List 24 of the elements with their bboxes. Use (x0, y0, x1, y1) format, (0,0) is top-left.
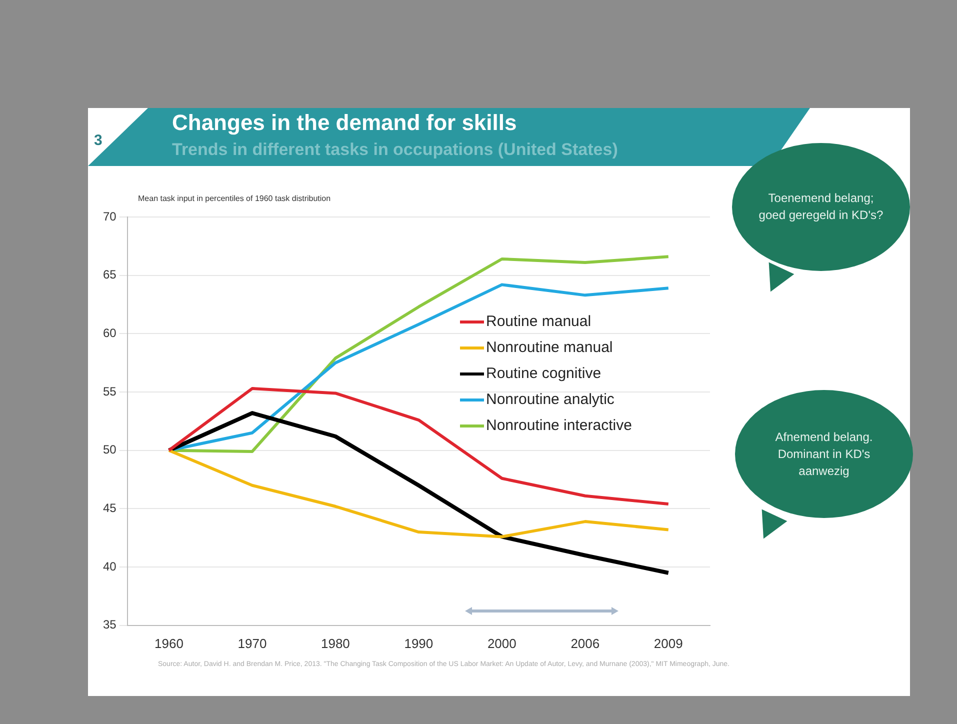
x-tick-label: 2009 (654, 636, 683, 651)
x-tick-label: 1960 (154, 636, 184, 651)
x-tick-label: 1990 (404, 636, 434, 651)
y-tick-label: 35 (102, 618, 117, 632)
y-tick-label: 50 (102, 442, 117, 457)
legend-label: Routine manual (486, 313, 592, 330)
y-tick-label: 40 (102, 559, 117, 574)
x-tick-label: 2006 (570, 636, 600, 651)
legend-label: Nonroutine manual (486, 339, 613, 356)
y-tick-label: 65 (102, 268, 117, 282)
chart-title: Changes in the demand for skills (172, 110, 517, 136)
legend-label: Nonroutine analytic (486, 391, 615, 408)
x-tick-label: 1970 (238, 636, 267, 651)
y-tick-label: 55 (102, 384, 117, 398)
chart-subtitle: Trends in different tasks in occupations (United States) (172, 140, 618, 160)
y-tick-label: 70 (102, 209, 117, 224)
x-tick-label: 1980 (320, 636, 350, 651)
y-tick-label: 45 (102, 501, 117, 516)
y-tick-label: 60 (102, 326, 117, 340)
legend-label: Nonroutine interactive (486, 417, 632, 434)
text: 3 (94, 132, 102, 149)
legend-label: Routine cognitive (486, 365, 602, 382)
x-tick-label: 2000 (487, 636, 516, 651)
y-axis-title: Mean task input in percentiles of 1960 task distribution (138, 194, 331, 203)
